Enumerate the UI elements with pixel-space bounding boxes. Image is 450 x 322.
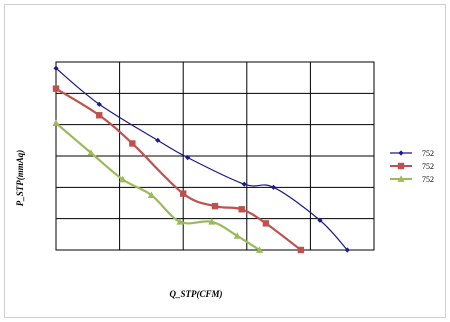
data-point [241,181,247,187]
chart-frame [4,4,446,318]
series-line [55,67,348,251]
data-point [317,217,323,223]
data-point [233,232,241,239]
series-1 [53,65,350,253]
data-point [52,85,60,92]
data-point [53,65,59,71]
data-point [129,140,136,147]
legend: 752 752 752 [390,149,434,184]
legend-marker [398,150,404,156]
legend-item: 752 [390,149,434,158]
data-point [96,112,103,119]
data-point [208,218,216,225]
x-axis-label: Q_STP(CFM) [169,289,222,299]
data-point [297,246,305,254]
data-point [185,154,191,161]
data-point [87,149,95,156]
legend-item: 752 [390,175,434,184]
y-axis-label: P_STP(mmAq) [15,150,25,207]
series-layer [52,65,350,254]
data-point [176,218,184,225]
legend-marker [397,162,405,170]
data-point [270,184,277,190]
data-point [262,220,270,227]
data-point [344,247,350,253]
series-2 [52,85,305,254]
data-point [238,206,245,213]
data-point [155,137,161,143]
data-point [119,175,127,183]
series-3 [52,119,264,253]
legend-marker [397,175,405,182]
data-point [52,119,60,126]
plot-grid [55,61,375,251]
legend-label: 752 [422,149,434,158]
data-point [180,190,187,197]
data-point [211,202,219,210]
legend-label: 752 [422,175,434,184]
legend-item: 752 [390,162,434,171]
data-point [147,191,155,199]
data-point [255,246,264,253]
legend-label: 752 [422,162,434,171]
data-point [96,101,102,107]
